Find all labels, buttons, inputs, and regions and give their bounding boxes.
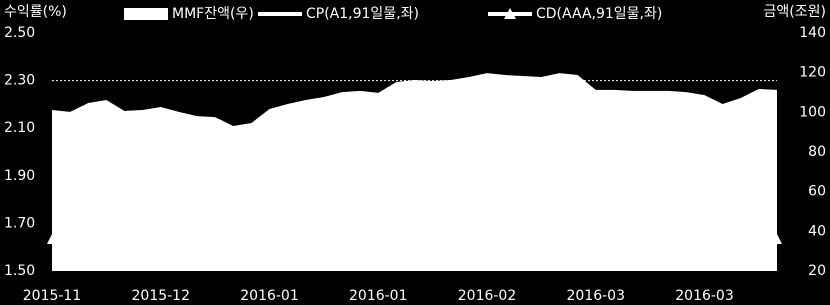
x-tick-label: 2016-01 — [349, 288, 408, 304]
y-tick-label: 1.70 — [4, 215, 35, 231]
y2-tick-label: 20 — [808, 263, 826, 279]
y2-axis-title: 금액(조원) — [764, 4, 826, 20]
x-tick-label: 2015-11 — [23, 288, 82, 304]
x-tick-label: 2016-02 — [458, 288, 517, 304]
legend-label: MMF잔액(우) — [172, 6, 254, 22]
area — [52, 73, 777, 272]
y-tick-label: 2.10 — [4, 120, 35, 136]
legend-marker — [504, 8, 516, 19]
y-tick-label: 2.30 — [4, 73, 35, 89]
legend-swatch — [124, 8, 168, 20]
y2-tick-label: 140 — [799, 25, 826, 41]
x-tick-label: 2015-12 — [132, 288, 191, 304]
x-tick-label: 2016-03 — [675, 288, 734, 304]
y2-tick-label: 80 — [808, 144, 826, 160]
legend-label: CD(AAA,91일물,좌) — [536, 6, 662, 22]
x-tick-label: 2016-01 — [240, 288, 299, 304]
y2-tick-label: 60 — [808, 184, 826, 200]
x-tick-label: 2016-03 — [567, 288, 626, 304]
y-tick-label: 1.50 — [4, 263, 35, 279]
y-tick-label: 1.90 — [4, 168, 35, 184]
y-axis-title: 수익률(%) — [4, 4, 67, 20]
y-tick-label: 2.50 — [4, 25, 35, 41]
y2-tick-label: 40 — [808, 223, 826, 239]
y2-tick-label: 120 — [799, 65, 826, 81]
legend-label: CP(A1,91일물,좌) — [306, 6, 419, 22]
y2-tick-label: 100 — [799, 104, 826, 120]
